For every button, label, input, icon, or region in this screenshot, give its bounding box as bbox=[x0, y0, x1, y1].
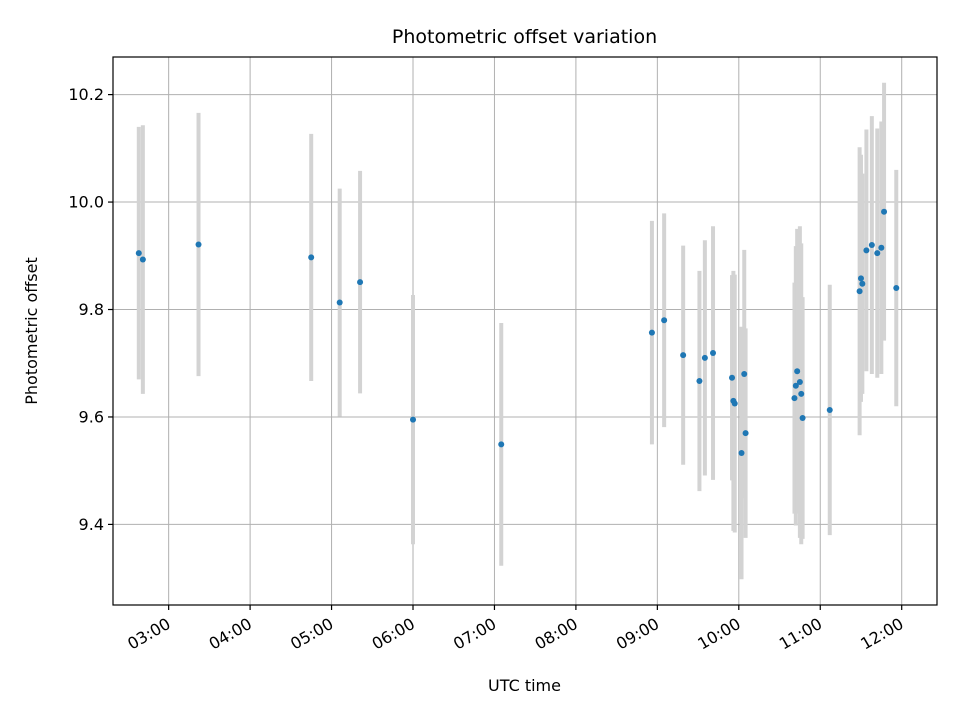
y-tick: 9.4 bbox=[79, 515, 113, 534]
data-point bbox=[195, 241, 202, 248]
y-tick-label: 10.2 bbox=[68, 85, 104, 104]
data-point bbox=[336, 299, 343, 306]
data-point bbox=[661, 317, 668, 324]
data-point bbox=[874, 250, 881, 257]
data-point bbox=[731, 400, 738, 407]
y-tick: 9.8 bbox=[79, 300, 113, 319]
y-tick-label: 9.8 bbox=[79, 300, 104, 319]
y-tick: 10.0 bbox=[68, 193, 113, 212]
data-point bbox=[859, 280, 866, 287]
plot-frame bbox=[112, 56, 938, 606]
data-point bbox=[135, 250, 142, 257]
y-axis-label: Photometric offset bbox=[22, 257, 41, 405]
data-point bbox=[878, 244, 885, 251]
data-point bbox=[857, 275, 864, 282]
y-tick: 10.2 bbox=[68, 85, 113, 104]
data-point bbox=[139, 256, 146, 263]
data-point bbox=[308, 254, 315, 261]
data-point bbox=[498, 441, 505, 448]
data-point bbox=[893, 285, 900, 292]
data-point bbox=[856, 288, 863, 295]
data-point bbox=[357, 279, 364, 286]
data-point bbox=[696, 377, 703, 384]
data-point bbox=[710, 350, 717, 357]
data-point bbox=[868, 242, 875, 249]
data-point bbox=[742, 430, 749, 437]
y-tick-label: 10.0 bbox=[68, 193, 104, 212]
chart-title: Photometric offset variation bbox=[392, 26, 657, 48]
data-point bbox=[798, 390, 805, 397]
y-tick-label: 9.6 bbox=[79, 407, 104, 426]
data-point bbox=[881, 208, 888, 215]
data-point bbox=[792, 382, 799, 389]
x-axis-label: UTC time bbox=[488, 676, 561, 695]
data-point bbox=[799, 415, 806, 422]
data-point bbox=[796, 379, 803, 386]
data-point bbox=[791, 395, 798, 402]
data-points bbox=[135, 208, 900, 456]
data-point bbox=[680, 352, 687, 359]
data-point bbox=[410, 416, 417, 423]
data-point bbox=[863, 247, 870, 254]
data-point bbox=[741, 370, 748, 377]
y-axis-ticks: 9.4 9.6 9.8 10.0 10.2 bbox=[68, 85, 113, 534]
y-tick-label: 9.4 bbox=[79, 515, 104, 534]
data-point bbox=[794, 368, 801, 375]
data-point bbox=[729, 374, 736, 381]
data-point bbox=[701, 354, 708, 361]
data-point bbox=[826, 406, 833, 413]
data-point bbox=[648, 329, 655, 336]
data-point bbox=[738, 449, 745, 456]
y-tick: 9.6 bbox=[79, 407, 113, 426]
